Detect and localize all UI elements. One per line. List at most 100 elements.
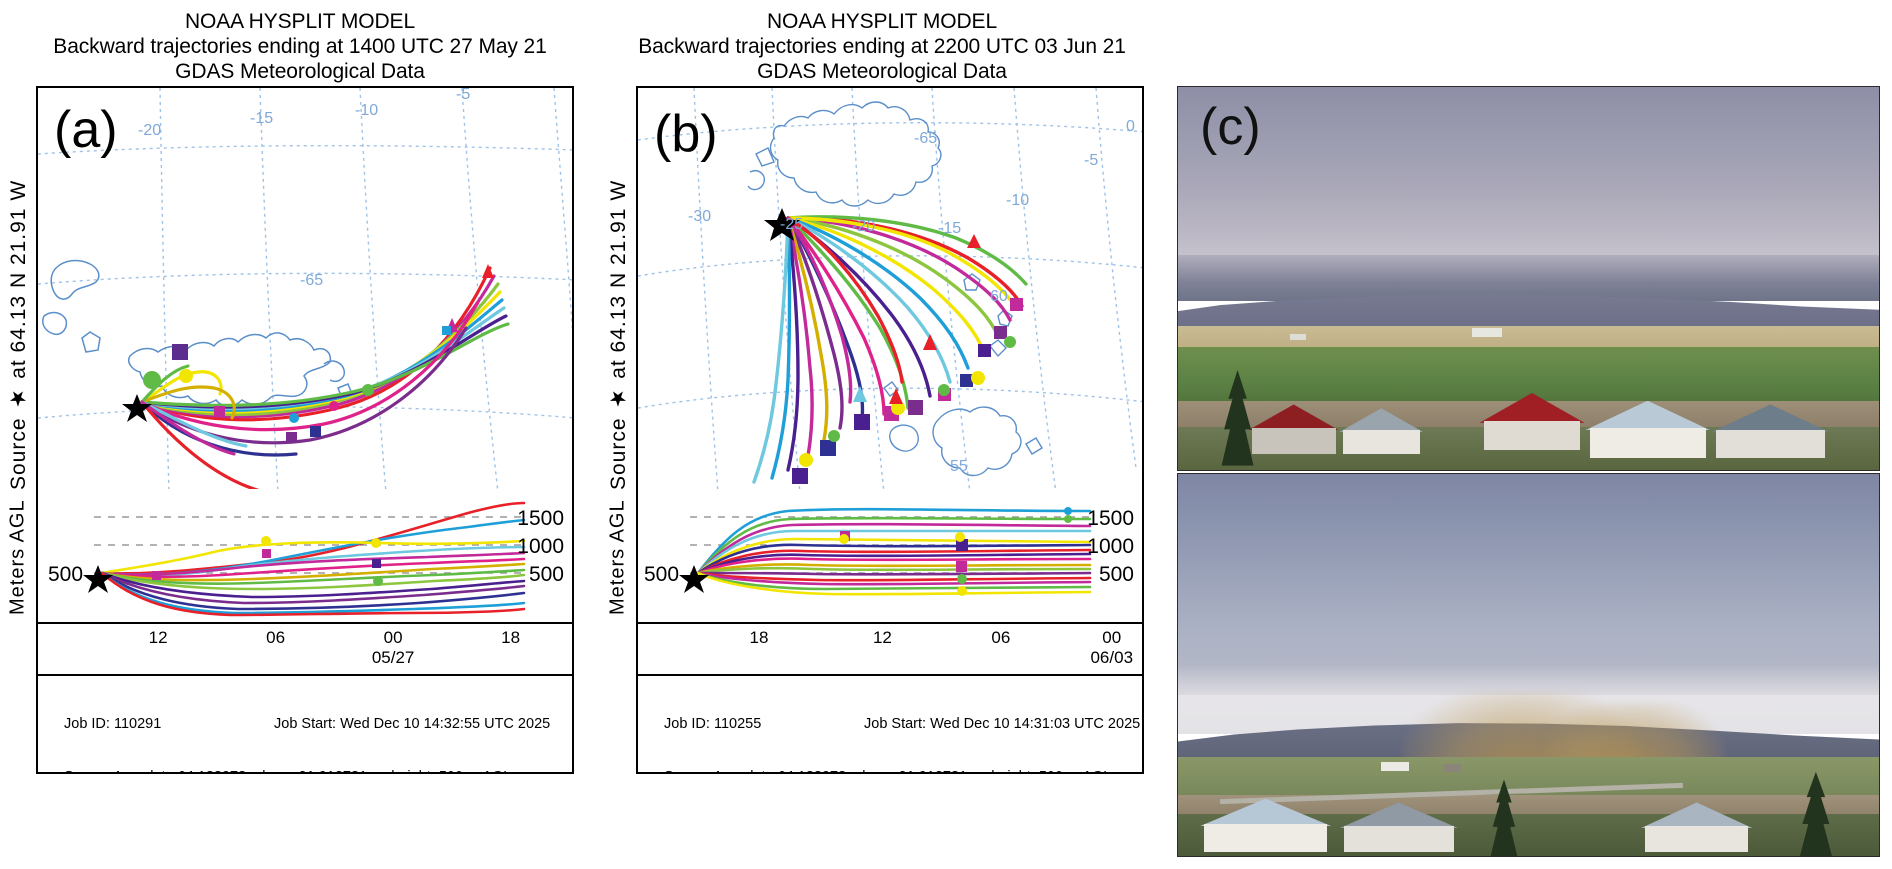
house-wall	[1343, 826, 1454, 853]
meta-b-jobstart: Job Start: Wed Dec 10 14:31:03 UTC 2025	[864, 716, 1141, 733]
house-wall	[1589, 428, 1706, 459]
trajectories-b	[752, 215, 1028, 484]
alt-start-a: 500	[48, 563, 84, 586]
house-roof	[1339, 408, 1424, 433]
trajectory-markers-a	[122, 264, 494, 443]
sky-layer	[1178, 473, 1879, 696]
alt-traces-a	[100, 501, 526, 617]
time-date-b: 06/03	[1090, 648, 1134, 667]
panel-a-title: NOAA HYSPLIT MODEL Backward trajectories…	[0, 10, 600, 84]
house-right	[1640, 802, 1753, 853]
coastline-b	[747, 101, 1043, 477]
house-roof	[1584, 400, 1711, 431]
house-wall	[1342, 430, 1420, 455]
alt-markers-a	[83, 536, 383, 593]
panel-a-altitude-chart: 1500 1000 500 500	[36, 489, 574, 624]
house-roof	[1199, 798, 1333, 827]
panel-a-altitude-svg	[83, 501, 526, 617]
house-wall	[1251, 428, 1336, 455]
alt-ylabel-a-1500: 1500	[517, 507, 564, 530]
house-blue-roof	[1199, 798, 1333, 853]
time-date-a: 05/27	[371, 648, 415, 667]
panel-a-map-svg	[38, 88, 572, 489]
trajectories-a	[140, 266, 510, 489]
meta-a-jobstart: Job Start: Wed Dec 10 14:32:55 UTC 2025	[274, 716, 551, 733]
panel-a: NOAA HYSPLIT MODEL Backward trajectories…	[0, 0, 600, 869]
house-wall	[1645, 826, 1749, 853]
panel-a-title-line2: Backward trajectories ending at 1400 UTC…	[53, 34, 547, 58]
house-wall	[1204, 824, 1327, 853]
panel-b-letter: (b)	[654, 105, 718, 163]
house-blue-roof	[1584, 400, 1711, 459]
meta-a-line1: Job ID: 110291 Job Start: Wed Dec 10 14:3…	[64, 716, 572, 734]
panel-b-time-axis: 18 12 06 00 06/03	[636, 624, 1144, 676]
cloud-band	[1178, 255, 1879, 302]
panel-b-title: NOAA HYSPLIT MODEL Backward trajectories…	[582, 10, 1182, 84]
distant-building	[1472, 327, 1502, 338]
alt-start-b: 500	[644, 563, 680, 586]
panel-b: NOAA HYSPLIT MODEL Backward trajectories…	[600, 0, 1165, 869]
time-tick-a-2: 00	[383, 628, 403, 647]
alt-traces-b	[696, 507, 1092, 596]
dry-field-band	[1178, 326, 1879, 349]
alt-markers-b	[679, 507, 1072, 596]
panel-b-title-line1: NOAA HYSPLIT MODEL	[766, 10, 998, 33]
time-tick-a-3: 18	[501, 628, 521, 647]
panel-a-time-axis: 12 06 00 18 05/27	[36, 624, 574, 676]
time-tick-b-0: 18	[749, 628, 769, 647]
house-grey	[1710, 404, 1830, 459]
panel-b-map: (b) -30 -25 -20 -15 -10 -5 0 -65 60 55	[636, 86, 1144, 491]
panel-c: (c)	[1165, 0, 1892, 869]
house-wall	[1715, 430, 1826, 459]
alt-ylabel-a-500: 500	[528, 563, 564, 586]
distant-building-2	[1444, 764, 1462, 772]
panel-a-alt-axis-label: Meters AGL	[6, 499, 29, 615]
sky-layer	[1178, 87, 1879, 267]
alt-ylabel-b-500: 500	[1098, 563, 1134, 586]
house-wall	[1483, 420, 1581, 451]
house-roof	[1339, 802, 1459, 829]
house-grey-2	[1339, 802, 1459, 853]
trajectory-markers-b	[764, 208, 1023, 484]
distant-building	[1381, 762, 1410, 772]
house-roof	[1640, 802, 1753, 829]
distant-building-2	[1290, 333, 1306, 340]
house-roof	[1248, 404, 1340, 431]
alt-ylabel-a-1000: 1000	[517, 535, 564, 558]
time-tick-a-0: 12	[148, 628, 168, 647]
meta-b-line1: Job ID: 110255 Job Start: Wed Dec 10 14:3…	[664, 716, 1142, 734]
panel-b-map-svg	[638, 88, 1142, 489]
graticule-a	[38, 88, 572, 489]
panel-b-altitude-chart: 1500 1000 500 500	[636, 489, 1144, 624]
house-red-2	[1479, 393, 1585, 451]
panel-b-altitude-svg	[679, 507, 1092, 596]
meta-a-jobid: Job ID: 110291	[64, 716, 162, 733]
panel-a-metadata: Job ID: 110291 Job Start: Wed Dec 10 14:3…	[36, 676, 574, 774]
meta-a-source: Source 1 lat.: 64.133978 lon.: -21.91278…	[64, 769, 572, 772]
time-tick-b-2: 06	[991, 628, 1011, 647]
panel-c-letter: (c)	[1200, 98, 1261, 156]
house-white-1	[1339, 408, 1424, 455]
time-tick-a-1: 06	[266, 628, 286, 647]
time-tick-b-3: 00	[1102, 628, 1122, 647]
meta-b-source: Source 1 lat.: 64.133978 lon.: -21.91278…	[664, 769, 1142, 772]
panel-b-title-line2: Backward trajectories ending at 2200 UTC…	[638, 34, 1126, 58]
coastline-a	[42, 259, 353, 407]
time-tick-b-1: 12	[872, 628, 892, 647]
meta-b-jobid: Job ID: 110255	[664, 716, 762, 733]
panel-b-metadata: Job ID: 110255 Job Start: Wed Dec 10 14:3…	[636, 676, 1144, 774]
house-roof	[1710, 404, 1830, 433]
alt-ylabel-b-1500: 1500	[1087, 507, 1134, 530]
photo-bottom	[1177, 472, 1880, 857]
panel-a-title-line1: NOAA HYSPLIT MODEL	[184, 10, 416, 33]
house-red	[1248, 404, 1340, 455]
panel-a-title-line3: GDAS Meteorological Data	[175, 59, 425, 83]
panel-a-letter: (a)	[54, 101, 118, 159]
green-field	[1178, 347, 1879, 405]
photo-top: (c)	[1177, 86, 1880, 471]
panel-a-map: (a) -20 -15 -10 -5 -65	[36, 86, 574, 491]
panel-b-alt-axis-label: Meters AGL	[606, 499, 629, 615]
panel-b-title-line3: GDAS Meteorological Data	[757, 59, 1007, 83]
alt-ylabel-b-1000: 1000	[1087, 535, 1134, 558]
